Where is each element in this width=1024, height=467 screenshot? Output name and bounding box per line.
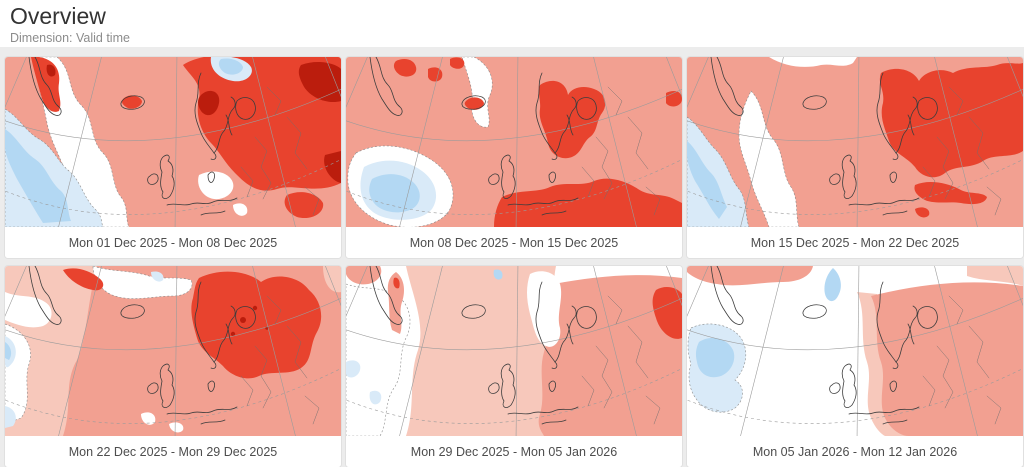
charts-grid: Mon 01 Dec 2025 - Mon 08 Dec 2025 Mon 08… [0,47,1024,467]
page-header: Overview Dimension: Valid time [0,0,1024,47]
anomaly-map[interactable] [5,57,341,227]
anomaly-map[interactable] [687,57,1023,227]
forecast-card[interactable]: Mon 01 Dec 2025 - Mon 08 Dec 2025 [5,57,341,258]
dimension-label: Dimension: Valid time [10,31,130,45]
anomaly-map[interactable] [346,57,682,227]
anomaly-map[interactable] [687,266,1023,436]
anomaly-map[interactable] [346,266,682,436]
valid-time-caption: Mon 22 Dec 2025 - Mon 29 Dec 2025 [5,436,341,467]
forecast-card[interactable]: Mon 22 Dec 2025 - Mon 29 Dec 2025 [5,266,341,467]
forecast-card[interactable]: Mon 08 Dec 2025 - Mon 15 Dec 2025 [346,57,682,258]
forecast-card[interactable]: Mon 15 Dec 2025 - Mon 22 Dec 2025 [687,57,1023,258]
forecast-card[interactable]: Mon 29 Dec 2025 - Mon 05 Jan 2026 [346,266,682,467]
valid-time-caption: Mon 15 Dec 2025 - Mon 22 Dec 2025 [687,227,1023,258]
valid-time-caption: Mon 05 Jan 2026 - Mon 12 Jan 2026 [687,436,1023,467]
forecast-card[interactable]: Mon 05 Jan 2026 - Mon 12 Jan 2026 [687,266,1023,467]
valid-time-caption: Mon 08 Dec 2025 - Mon 15 Dec 2025 [346,227,682,258]
anomaly-map[interactable] [5,266,341,436]
valid-time-caption: Mon 01 Dec 2025 - Mon 08 Dec 2025 [5,227,341,258]
valid-time-caption: Mon 29 Dec 2025 - Mon 05 Jan 2026 [346,436,682,467]
page-title: Overview [10,3,106,29]
